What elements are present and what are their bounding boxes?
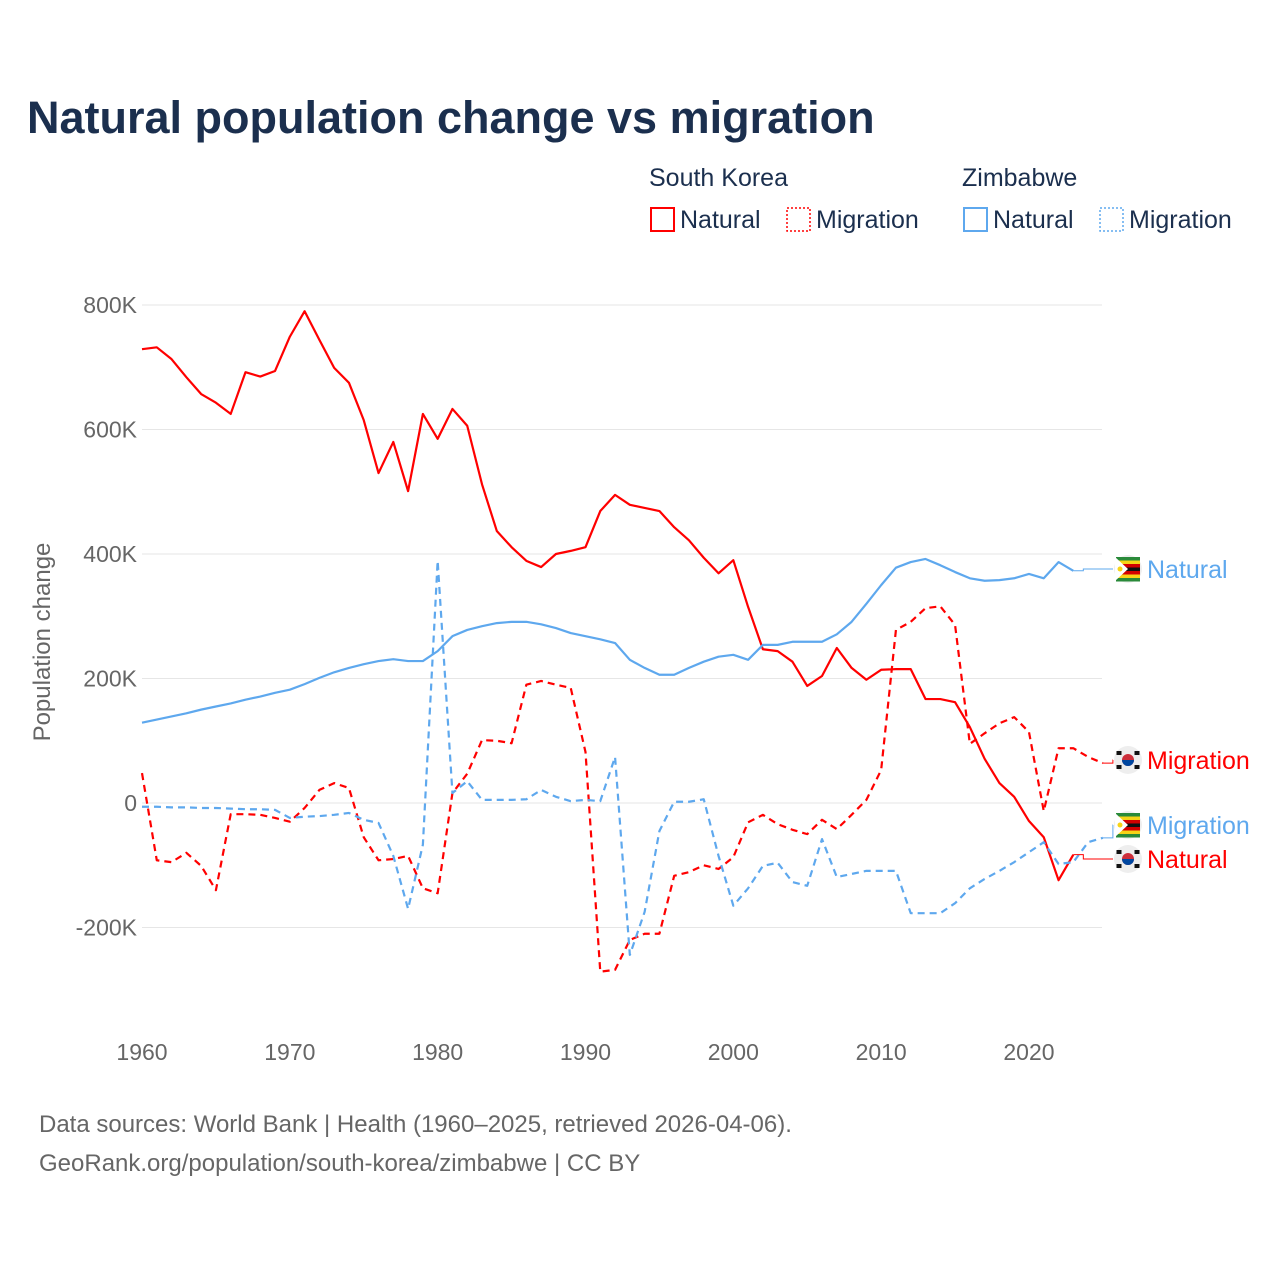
leader-line xyxy=(1102,759,1114,764)
flag-trigram xyxy=(1134,751,1140,755)
flag-stripe xyxy=(1116,557,1140,561)
series-line-zimbabwe-natural xyxy=(141,557,1074,724)
y-axis-label: Population change xyxy=(29,543,56,742)
y-tick-labels: 800K 600K 400K 200K 0 -200K xyxy=(76,292,138,941)
flag-stripe xyxy=(1116,813,1140,817)
x-tick-label: 1990 xyxy=(560,1039,611,1065)
flag-stripe xyxy=(1116,823,1140,827)
y-tick-label: 800K xyxy=(83,292,137,318)
flag-taegeuk-bottom xyxy=(1122,760,1134,766)
flag-taegeuk-bottom xyxy=(1122,859,1134,865)
legend-swatch-sk-migration xyxy=(786,207,811,232)
flag-stripe xyxy=(1116,564,1140,568)
series-end-label: Migration xyxy=(1147,812,1250,840)
footer-link[interactable]: GeoRank.org/population/south-korea/zimba… xyxy=(39,1150,640,1177)
flag-trigram xyxy=(1116,850,1122,854)
legend-label-sk-migration[interactable]: Migration xyxy=(816,206,919,234)
flag-stripe xyxy=(1116,827,1140,831)
gridlines xyxy=(142,304,1102,929)
flag-stripe xyxy=(1116,830,1140,834)
leader-line xyxy=(1073,854,1113,860)
series-line-south-korea-natural xyxy=(141,310,1075,882)
flag-stripe xyxy=(1116,574,1140,578)
flag-stripe xyxy=(1116,560,1140,564)
x-tick-label: 2020 xyxy=(1003,1039,1054,1065)
y-tick-label: 200K xyxy=(83,665,137,691)
flag-stripe xyxy=(1116,816,1140,820)
flag-stripe xyxy=(1116,567,1140,571)
y-tick-label: -200K xyxy=(76,915,138,941)
flag-trigram xyxy=(1116,765,1122,769)
series-lines xyxy=(140,310,1104,973)
flag-trigram xyxy=(1134,864,1140,868)
zimbabwe-flag-icon xyxy=(1114,811,1142,839)
series-end-labels: Natural Migration Natural Migration xyxy=(1073,555,1250,874)
series-line-zimbabwe-migration xyxy=(142,559,1104,956)
series-end-label: Natural xyxy=(1147,556,1228,584)
leader-line xyxy=(1102,824,1114,839)
y-tick-label: 0 xyxy=(124,790,137,816)
flag-stripe xyxy=(1116,578,1140,582)
series-line-south-korea-migration xyxy=(140,605,1104,973)
flag-star xyxy=(1117,822,1123,828)
x-tick-label: 2000 xyxy=(708,1039,759,1065)
flag-trigram xyxy=(1134,765,1140,769)
legend-label-sk-natural[interactable]: Natural xyxy=(680,206,761,234)
legend-swatch-sk-natural xyxy=(650,207,675,232)
flag-stripe xyxy=(1116,834,1140,838)
flag-stripe xyxy=(1116,571,1140,575)
south-korea-flag-icon xyxy=(1114,845,1142,873)
legend-swatch-zw-natural xyxy=(963,207,988,232)
x-tick-label: 2010 xyxy=(856,1039,907,1065)
chart-title: Natural population change vs migration xyxy=(27,92,875,143)
x-tick-label: 1980 xyxy=(412,1039,463,1065)
x-tick-label: 1960 xyxy=(116,1039,167,1065)
zimbabwe-flag-icon xyxy=(1114,555,1142,583)
legend: South Korea Zimbabwe Natural Migration N… xyxy=(649,164,1232,234)
legend-label-zw-migration[interactable]: Migration xyxy=(1129,206,1232,234)
series-end-label: Migration xyxy=(1147,747,1250,775)
legend-group-south-korea: South Korea xyxy=(649,164,788,192)
leader-line xyxy=(1073,568,1113,572)
flag-trigram xyxy=(1116,864,1122,868)
legend-swatch-zw-migration xyxy=(1099,207,1124,232)
x-tick-label: 1970 xyxy=(264,1039,315,1065)
x-tick-labels: 1960 1970 1980 1990 2000 2010 2020 xyxy=(116,1039,1054,1065)
flag-star xyxy=(1117,566,1123,572)
y-tick-label: 400K xyxy=(83,541,137,567)
y-tick-label: 600K xyxy=(83,416,137,442)
series-end-label: Natural xyxy=(1147,846,1228,874)
flag-trigram xyxy=(1116,751,1122,755)
flag-trigram xyxy=(1134,850,1140,854)
legend-group-zimbabwe: Zimbabwe xyxy=(962,164,1077,192)
flag-stripe xyxy=(1116,820,1140,824)
south-korea-flag-icon xyxy=(1114,746,1142,774)
legend-label-zw-natural[interactable]: Natural xyxy=(993,206,1074,234)
footer-sources: Data sources: World Bank | Health (1960–… xyxy=(39,1111,792,1138)
